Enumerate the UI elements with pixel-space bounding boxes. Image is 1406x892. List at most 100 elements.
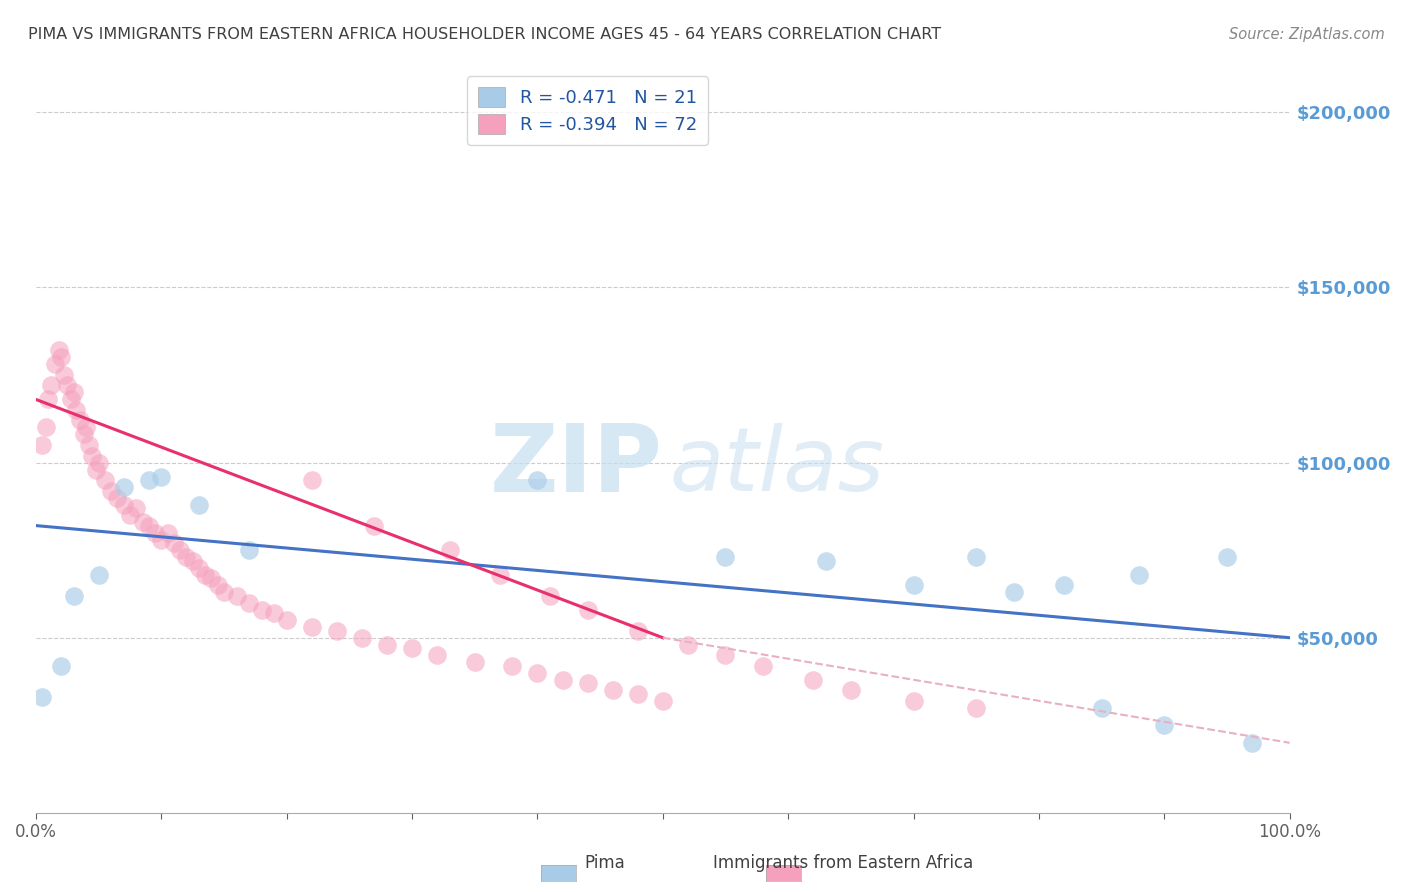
Point <box>100 483 122 498</box>
Point <box>82 449 104 463</box>
Point <box>138 518 160 533</box>
Point <box>501 658 523 673</box>
Text: atlas: atlas <box>669 424 884 509</box>
Text: Pima: Pima <box>585 855 624 872</box>
Point <box>75 420 97 434</box>
Point <box>965 550 987 565</box>
Point <box>207 578 229 592</box>
Point <box>138 473 160 487</box>
Point <box>169 543 191 558</box>
Point <box>1128 567 1150 582</box>
Point <box>62 385 84 400</box>
Point <box>69 413 91 427</box>
Point <box>526 665 548 680</box>
Point <box>714 648 737 663</box>
Point <box>263 606 285 620</box>
Point <box>1053 578 1076 592</box>
Point <box>163 536 186 550</box>
Point <box>84 462 107 476</box>
Point <box>238 543 260 558</box>
Point <box>839 683 862 698</box>
Point <box>752 658 775 673</box>
Point <box>1216 550 1239 565</box>
Point <box>363 518 385 533</box>
Point <box>131 515 153 529</box>
Text: ZIP: ZIP <box>489 420 662 512</box>
Point <box>225 589 247 603</box>
Point <box>176 550 198 565</box>
Point <box>488 567 510 582</box>
Point <box>439 543 461 558</box>
Point <box>576 603 599 617</box>
Point <box>1091 700 1114 714</box>
Point <box>526 473 548 487</box>
Text: Source: ZipAtlas.com: Source: ZipAtlas.com <box>1229 27 1385 42</box>
Point <box>52 368 75 382</box>
Point <box>150 533 173 547</box>
Point <box>31 438 53 452</box>
Point <box>156 525 179 540</box>
Point <box>37 392 59 407</box>
Point <box>118 508 141 522</box>
Legend: R = -0.471   N = 21, R = -0.394   N = 72: R = -0.471 N = 21, R = -0.394 N = 72 <box>467 76 707 145</box>
Point <box>301 473 323 487</box>
Point <box>200 571 222 585</box>
Point <box>551 673 574 687</box>
Point <box>301 620 323 634</box>
Point <box>250 603 273 617</box>
Point <box>94 473 117 487</box>
Point <box>87 567 110 582</box>
Point <box>426 648 449 663</box>
Point <box>62 589 84 603</box>
Point <box>238 596 260 610</box>
Point <box>44 358 66 372</box>
Point <box>651 694 673 708</box>
Point <box>1153 718 1175 732</box>
Point <box>87 456 110 470</box>
Point <box>56 378 79 392</box>
Point <box>1241 736 1264 750</box>
Point <box>276 613 298 627</box>
Point <box>49 658 72 673</box>
Point <box>31 690 53 705</box>
Point <box>143 525 166 540</box>
Point <box>39 378 62 392</box>
Point <box>1002 585 1025 599</box>
Point <box>903 694 925 708</box>
Point <box>72 427 94 442</box>
Point <box>903 578 925 592</box>
Point <box>814 554 837 568</box>
Point <box>576 676 599 690</box>
Point <box>627 687 650 701</box>
Point <box>60 392 83 407</box>
Point <box>48 343 70 358</box>
Point <box>627 624 650 638</box>
Point <box>35 420 58 434</box>
Point <box>212 585 235 599</box>
Point <box>49 351 72 365</box>
Point <box>375 638 398 652</box>
Point <box>464 655 486 669</box>
Point <box>125 501 148 516</box>
Text: Immigrants from Eastern Africa: Immigrants from Eastern Africa <box>713 855 974 872</box>
Point <box>965 700 987 714</box>
Point <box>676 638 699 652</box>
Point <box>181 554 204 568</box>
Point <box>194 567 217 582</box>
Point <box>112 498 135 512</box>
Point <box>187 560 209 574</box>
Point <box>150 469 173 483</box>
Point <box>714 550 737 565</box>
Point <box>77 438 100 452</box>
Point <box>187 498 209 512</box>
Point <box>350 631 373 645</box>
Point <box>538 589 561 603</box>
Point <box>401 641 423 656</box>
Text: PIMA VS IMMIGRANTS FROM EASTERN AFRICA HOUSEHOLDER INCOME AGES 45 - 64 YEARS COR: PIMA VS IMMIGRANTS FROM EASTERN AFRICA H… <box>28 27 941 42</box>
Point <box>801 673 824 687</box>
Point <box>602 683 624 698</box>
Point <box>112 480 135 494</box>
Point <box>326 624 349 638</box>
Point <box>65 403 87 417</box>
Point <box>107 491 129 505</box>
